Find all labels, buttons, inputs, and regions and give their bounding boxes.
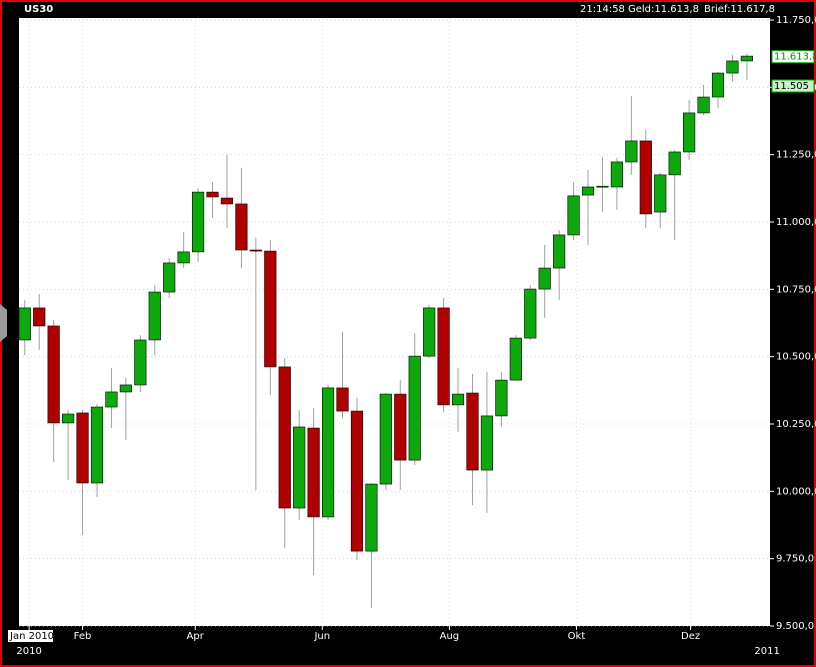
y-tick-label: 10.250,0 [776, 419, 816, 430]
candle-body [451, 393, 465, 406]
y-tick-label: 9.750,0 [776, 554, 814, 565]
x-tick-label: Apr [187, 631, 205, 642]
price-marker-box [771, 79, 815, 93]
candle-body [307, 427, 320, 518]
candle-body [119, 384, 132, 393]
candle-body [394, 393, 407, 461]
candle-body [321, 387, 335, 518]
candle-body [683, 112, 696, 153]
candle-body [293, 426, 306, 509]
candle-body [538, 267, 551, 290]
year-label: 2010 [16, 646, 41, 657]
price-marker-label: 11.505 [774, 81, 809, 92]
candle-body [567, 195, 580, 236]
scroll-marker[interactable] [0, 304, 7, 342]
y-tick-label: 11.000,0 [776, 217, 816, 228]
candle-body [668, 151, 681, 176]
header-bid: Geld:11.613,8 [628, 4, 699, 15]
candle-body [33, 307, 46, 327]
price-marker-box [771, 50, 815, 64]
year-label: 2011 [754, 646, 779, 657]
y-tick-label: 10.750,0 [776, 284, 816, 295]
plot-area [19, 18, 770, 626]
candle-body [47, 325, 60, 424]
candle-body [134, 339, 147, 386]
candle-body [90, 406, 104, 484]
candle-body [105, 391, 118, 408]
candle-body [192, 191, 205, 253]
candle-body [249, 249, 262, 252]
header-ask: Brief:11.617,8 [704, 4, 775, 15]
candle-body [350, 410, 364, 552]
candle-body [423, 307, 436, 357]
candle-body [654, 174, 667, 213]
candle-body [235, 203, 248, 251]
y-tick-label: 9.500,0 [776, 621, 814, 632]
candle-body [264, 250, 277, 368]
candle-body [163, 262, 176, 293]
y-tick-label: 10.000,0 [776, 486, 816, 497]
candle-body [740, 55, 753, 62]
candle-body [726, 60, 739, 74]
candle-body [495, 379, 508, 417]
x-tick-label: Okt [568, 631, 586, 642]
candle-body [365, 483, 378, 552]
y-tick-label: 11.250,0 [776, 150, 816, 161]
candle-body [62, 413, 75, 424]
x-tick-label: Aug [440, 631, 460, 642]
candle-body [639, 140, 652, 215]
candle-body [553, 234, 566, 269]
header-time: 21:14:58 [580, 4, 625, 15]
candle-body [480, 415, 494, 471]
candle-body [581, 186, 595, 196]
candle-body [278, 366, 291, 509]
candle-body [711, 72, 725, 98]
candle-body [220, 197, 234, 205]
candle-body [509, 337, 522, 381]
symbol-title: US30 [24, 4, 53, 15]
candle-body [625, 140, 638, 163]
candle-body [18, 307, 31, 341]
x-tick-label: Feb [74, 631, 92, 642]
candle-body [408, 355, 421, 461]
candle-body [610, 161, 623, 188]
candle-body [148, 291, 161, 341]
x-tick-label: Dez [681, 631, 700, 642]
candle-body [466, 392, 479, 471]
y-tick-label: 10.500,0 [776, 352, 816, 363]
candle-body [177, 251, 190, 264]
candle-body [596, 185, 609, 188]
candle-body [76, 412, 89, 484]
candle-body [697, 96, 710, 114]
candle-body [437, 307, 450, 406]
candle-body [379, 393, 392, 485]
x-tick-label: Jun [313, 631, 330, 642]
candle-body [206, 191, 219, 198]
candle-body [336, 387, 349, 412]
price-marker-label: 11.613,8 [774, 52, 816, 63]
x-tick-highlight [8, 630, 53, 642]
x-tick-label: Jan 2010 [9, 631, 54, 642]
candle-body [524, 288, 537, 339]
y-tick-label: 11.750,0 [776, 15, 816, 26]
